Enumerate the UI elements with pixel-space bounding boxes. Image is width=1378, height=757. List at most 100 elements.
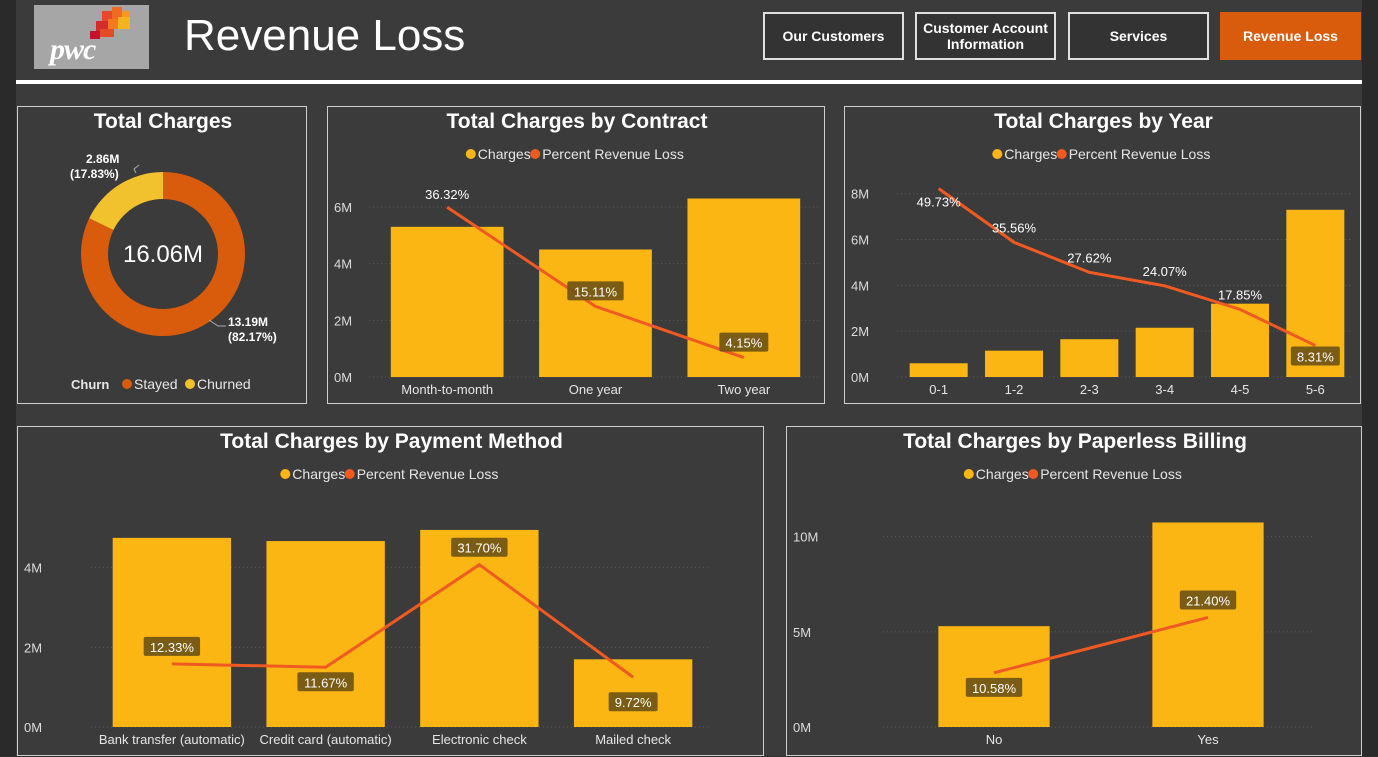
leader-line [133, 164, 140, 174]
x-category-label: 4-5 [1231, 382, 1250, 397]
data-label-box [1179, 590, 1237, 610]
total-charges-panel: Total Charges 16.06M 2.86M (17.83%) 13.19M (8… [17, 106, 307, 404]
chart-title: Total Charges by Paperless Billing [903, 430, 1247, 453]
chart-title: Total Charges by Contract [447, 110, 708, 133]
data-label-box [297, 672, 354, 692]
y-tick-label: 6M [334, 200, 352, 215]
percent-data-label: 9.72% [615, 695, 652, 710]
y-tick-label: 2M [851, 324, 869, 339]
charges-bar [112, 537, 232, 727]
x-category-label: No [986, 732, 1003, 747]
x-category-label: 1-2 [1005, 382, 1024, 397]
percent-data-label: 11.67% [304, 675, 348, 690]
data-label-box [451, 537, 508, 557]
charges-bar [984, 350, 1044, 377]
percent-data-label: 49.73% [917, 195, 962, 210]
charges-by-contract-panel: Total Charges by Contract Charges Percent … [327, 106, 825, 404]
percent-data-label: 36.32% [425, 187, 470, 202]
chart-title: Total Charges by Year [994, 110, 1213, 133]
slice-percent-label: (17.83%) [70, 167, 119, 181]
pwc-logo: pwc [34, 5, 149, 69]
charges-by-year-panel: Total Charges by Year Charges Percent Reve… [844, 106, 1361, 404]
y-tick-label: 5M [793, 625, 811, 640]
percent-data-label: 8.31% [1297, 350, 1334, 365]
percent-data-label: 31.70% [457, 541, 502, 556]
percent-data-label: 35.56% [992, 220, 1037, 235]
page-title: Revenue Loss [184, 11, 466, 60]
percent-data-label: 12.33% [150, 640, 195, 655]
chart-title: Total Charges by Payment Method [220, 430, 563, 453]
donut-center-total: 16.06M [123, 241, 203, 268]
x-category-label: Electronic check [432, 732, 527, 747]
legend-marker [963, 469, 974, 479]
chart-title: Total Charges [94, 110, 232, 133]
charges-bar [266, 541, 385, 727]
legend-label: Churned [197, 376, 251, 392]
legend-label: Stayed [134, 376, 178, 392]
percent-data-label: 27.62% [1067, 250, 1112, 265]
legend-marker [1028, 469, 1039, 479]
header-divider [16, 80, 1362, 84]
percent-revenue-loss-line [446, 205, 745, 360]
y-tick-label: 4M [851, 278, 869, 293]
legend-marker [122, 379, 132, 389]
y-tick-label: 4M [24, 561, 42, 576]
donut-slice-churned [89, 172, 163, 231]
donut-slice-stayed [81, 172, 245, 336]
nav-services-button[interactable]: Services [1068, 12, 1209, 60]
x-category-label: Credit card (automatic) [260, 732, 392, 747]
x-category-label: Yes [1197, 732, 1219, 747]
legend-marker [185, 379, 195, 389]
charges-bar [390, 226, 504, 377]
legend-marker [344, 469, 355, 479]
legend-marker [280, 469, 291, 479]
logo-text: pwc [50, 33, 96, 66]
charges-by-year-chart: Total Charges by Year Charges Percent Reve… [851, 110, 1353, 397]
charges-bar [539, 249, 652, 377]
legend-label: Percent Revenue Loss [542, 146, 684, 162]
total-charges-donut-chart: Total Charges 16.06M 2.86M(17.83%) 13.19M(8… [70, 110, 277, 392]
y-tick-label: 0M [24, 720, 42, 735]
percent-data-label: 17.85% [1218, 287, 1263, 302]
slice-percent-label: (82.17%) [228, 330, 277, 344]
legend-title: Churn [71, 377, 109, 392]
y-tick-label: 0M [851, 370, 869, 385]
legend-label: Charges [292, 466, 345, 482]
slice-value-label: 13.19M [228, 315, 268, 329]
charges-by-payment-panel: Total Charges by Payment Method Charges Pe… [17, 426, 764, 756]
legend-label: Percent Revenue Loss [1069, 146, 1211, 162]
y-tick-label: 4M [334, 257, 352, 272]
data-label-box [567, 281, 624, 301]
data-label-box [719, 332, 769, 352]
y-tick-label: 0M [334, 370, 352, 385]
x-category-label: Mailed check [595, 732, 671, 747]
y-tick-label: 8M [851, 187, 869, 202]
legend-marker [1056, 149, 1067, 159]
charges-bar [420, 529, 539, 727]
charges-bar [1135, 327, 1194, 377]
y-tick-label: 0M [793, 720, 811, 735]
charges-by-paperless-panel: Total Charges by Paperless Billing Charge… [786, 426, 1362, 756]
charges-by-paperless-chart: Total Charges by Paperless Billing Charge… [793, 430, 1315, 747]
charges-bar [1060, 339, 1119, 377]
y-tick-label: 10M [793, 530, 818, 545]
legend-marker [530, 149, 541, 159]
charges-bar [1210, 303, 1270, 377]
percent-data-label: 4.15% [725, 336, 762, 351]
percent-data-label: 10.58% [972, 681, 1017, 696]
y-tick-label: 2M [24, 640, 42, 655]
charges-by-payment-chart: Total Charges by Payment Method Charges Pe… [24, 430, 710, 747]
x-category-label: One year [569, 382, 623, 397]
charges-bar [1152, 522, 1264, 727]
legend-label: Charges [478, 146, 531, 162]
nav-revenue-loss-button[interactable]: Revenue Loss [1220, 12, 1361, 60]
y-tick-label: 6M [851, 233, 869, 248]
legend-marker [465, 149, 476, 159]
legend-marker [992, 149, 1003, 159]
slice-value-label: 2.86M [86, 152, 119, 166]
nav-our-customers-button[interactable]: Our Customers [763, 12, 904, 60]
percent-revenue-loss-line [993, 616, 1209, 675]
percent-data-label: 24.07% [1143, 264, 1188, 279]
nav-customer-account-button[interactable]: Customer Account Information [915, 12, 1056, 60]
data-label-box [608, 692, 658, 712]
